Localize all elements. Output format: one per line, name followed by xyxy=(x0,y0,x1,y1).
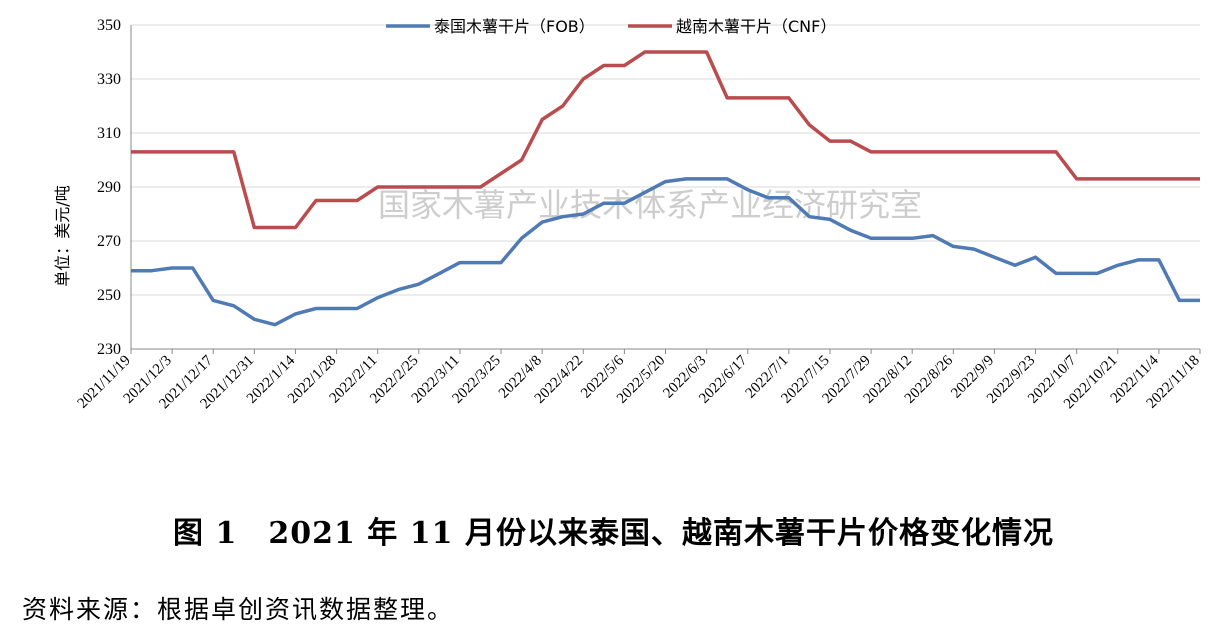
y-tick-label: 350 xyxy=(97,17,121,34)
y-tick-label: 290 xyxy=(97,179,121,196)
figure-caption: 图 1 2021 年 11 月份以来泰国、越南木薯干片价格变化情况 xyxy=(173,516,1054,551)
series-lines xyxy=(131,50,1200,327)
y-tick-label: 270 xyxy=(97,233,121,250)
series-line-1 xyxy=(131,177,1200,327)
watermark-text: 国家木薯产业技术体系产业经济研究室 xyxy=(378,186,922,224)
y-axis-label: 单位：美元/吨 xyxy=(53,185,72,286)
source-note: 资料来源：根据卓创资讯数据整理。 xyxy=(22,595,455,624)
y-tick-label: 230 xyxy=(97,341,121,358)
series-line-2 xyxy=(131,50,1200,230)
price-line-chart: 3503303102902702502302021/11/192021/12/3… xyxy=(53,17,1203,412)
x-tick-label: 2021/11/19 xyxy=(75,353,134,412)
legend: 泰国木薯干片（FOB） 越南木薯干片（CNF） xyxy=(386,17,836,36)
gridlines xyxy=(131,24,1200,296)
legend-label-2: 越南木薯干片（CNF） xyxy=(676,17,836,36)
legend-label-1: 泰国木薯干片（FOB） xyxy=(434,17,595,36)
y-tick-label: 310 xyxy=(97,125,121,142)
y-tick-label: 250 xyxy=(97,287,121,304)
y-tick-label: 330 xyxy=(97,71,121,88)
